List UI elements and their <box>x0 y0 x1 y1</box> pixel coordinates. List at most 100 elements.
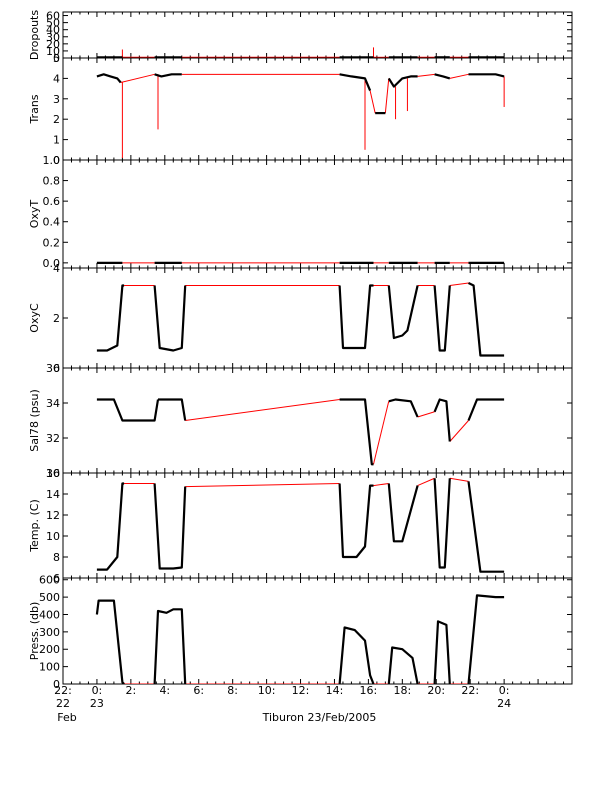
y-axis-label: Temp. (C) <box>28 499 41 553</box>
x-tick-label: 6: <box>193 684 204 697</box>
data-segment-line <box>388 398 419 418</box>
series-area <box>95 594 505 684</box>
data-segment-line <box>95 599 125 684</box>
x-tick-label: 18: <box>393 684 411 697</box>
data-segment-line <box>467 594 505 684</box>
series-area <box>96 398 505 466</box>
y-tick-label: 0 <box>53 362 60 375</box>
panel: 30 32 34 36 Sal78 (psu) <box>28 362 573 480</box>
data-segment-line <box>96 73 122 84</box>
x-tick-date-label: 24 <box>497 697 511 710</box>
data-segment-line <box>433 285 451 352</box>
x-tick-label: 10: <box>258 684 276 697</box>
data-segment-line <box>387 483 419 543</box>
panel-frame <box>62 11 573 59</box>
y-tick-label: 16 <box>46 467 60 480</box>
y-tick-label: 0.2 <box>43 236 61 249</box>
x-tick-month-label: Feb <box>57 711 76 724</box>
gap-connector-line <box>417 73 435 77</box>
y-tick-label: 30 <box>46 31 60 44</box>
x-tick-label: 4: <box>159 684 170 697</box>
y-tick-label: 60 <box>46 10 60 23</box>
y-axis-label: Dropouts <box>28 10 41 60</box>
data-segment-line <box>467 481 505 573</box>
x-tick-label: 22: <box>461 684 479 697</box>
gap-connector-line <box>384 78 390 114</box>
gap-connector-line <box>417 411 435 418</box>
panel: 0 1 2 3 4 5 Trans <box>28 52 573 167</box>
data-segment-line <box>153 285 187 352</box>
data-segment-line <box>467 398 505 421</box>
data-segment-line <box>339 73 372 92</box>
series-area <box>96 282 505 357</box>
y-tick-label: 10 <box>46 530 60 543</box>
data-segment-line <box>433 620 451 684</box>
data-segment-line <box>433 398 451 442</box>
y-axis-label: Trans <box>28 94 41 124</box>
y-tick-label: 300 <box>39 626 60 639</box>
panel-frame <box>62 577 573 685</box>
y-tick-label: 2 <box>53 312 60 325</box>
x-tick-label: 12: <box>292 684 310 697</box>
data-segment-line <box>387 285 419 340</box>
x-tick-date-label: 22 <box>56 697 70 710</box>
y-tick-label: 8 <box>53 551 60 564</box>
data-segment-line <box>387 646 419 684</box>
data-segment-line <box>387 75 418 88</box>
data-segment-line <box>338 626 375 684</box>
panels-layer: 0102030405060Dropouts012345Trans0.00.20.… <box>28 10 573 691</box>
y-tick-label: 100 <box>39 661 60 674</box>
y-tick-label: 1 <box>53 134 60 147</box>
y-tick-label: 400 <box>39 608 60 621</box>
y-tick-label: 0.4 <box>43 216 61 229</box>
panel: 0 100 200 300 400 500 600 Press. (db) <box>28 574 573 691</box>
y-tick-label: 40 <box>46 24 60 37</box>
data-segment-line <box>338 284 374 350</box>
gap-connector-line <box>185 399 340 421</box>
y-tick-label: 36 <box>46 362 60 375</box>
y-tick-label: 5 <box>53 52 60 65</box>
x-tick-date-label: 23 <box>90 697 104 710</box>
x-tick-label: 0: <box>92 684 103 697</box>
panel-frame <box>62 267 573 369</box>
x-tick-label: 14: <box>326 684 344 697</box>
panel-frame <box>62 159 573 269</box>
y-tick-label: 0.6 <box>43 195 61 208</box>
y-tick-label: 3 <box>53 93 60 106</box>
data-segment-line <box>338 483 374 559</box>
gap-connector-line <box>417 477 435 487</box>
series-area <box>96 73 505 158</box>
y-tick-label: 500 <box>39 591 60 604</box>
y-tick-label: 12 <box>46 509 60 522</box>
data-segment-line <box>153 608 187 684</box>
data-segment-line <box>433 478 451 569</box>
y-tick-label: 600 <box>39 574 60 587</box>
series-area <box>96 47 505 58</box>
y-tick-label: 0 <box>53 154 60 167</box>
gap-connector-line <box>120 73 155 83</box>
y-tick-label: 20 <box>46 38 60 51</box>
panel-frame <box>62 472 573 579</box>
y-tick-label: 10 <box>46 45 60 58</box>
series-area <box>96 477 505 573</box>
x-tick-label: 20: <box>427 684 445 697</box>
data-segment-line <box>96 398 160 422</box>
data-segment-line <box>96 284 125 352</box>
data-segment-line <box>468 282 505 357</box>
y-tick-label: 32 <box>46 432 60 445</box>
data-segment-line <box>158 398 187 421</box>
y-tick-label: 4 <box>53 72 60 85</box>
gap-connector-line <box>373 401 390 465</box>
y-axis-label: Sal78 (psu) <box>28 389 41 452</box>
gap-connector-line <box>185 483 340 488</box>
panel: 0.0 0.2 0.4 0.6 0.8 1.0 OxyT <box>28 154 573 270</box>
data-segment-line <box>154 73 182 78</box>
x-tick-label: 16: <box>360 684 378 697</box>
x-tick-label: 2: <box>126 684 137 697</box>
y-tick-label: 34 <box>46 397 60 410</box>
y-tick-label: 0.0 <box>43 257 61 270</box>
x-axis-label: Tiburon 23/Feb/2005 <box>262 711 377 724</box>
